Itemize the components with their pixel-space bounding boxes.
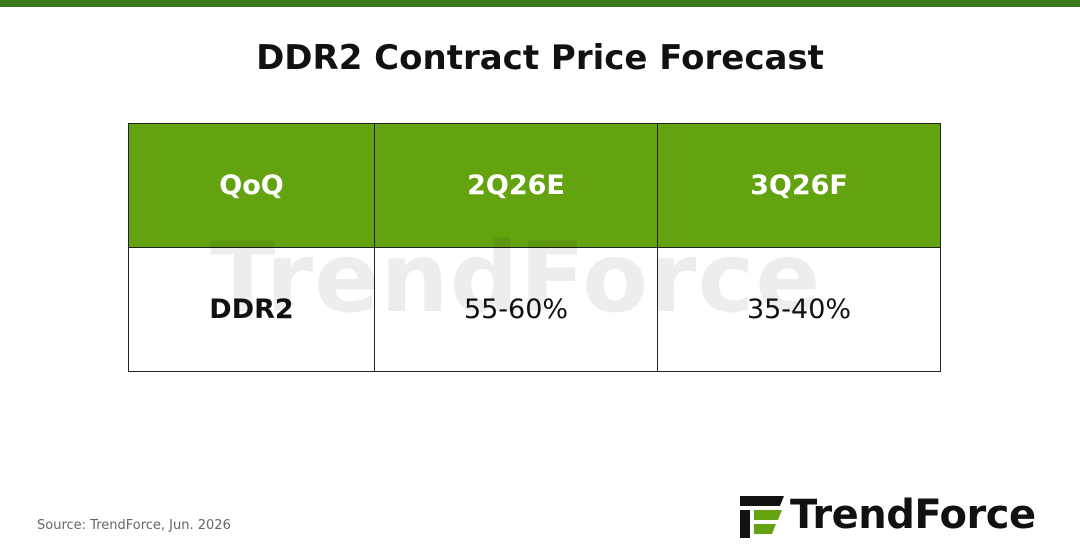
top-bar xyxy=(0,0,1080,7)
header-row: QoQ 2Q26E 3Q26F xyxy=(128,123,941,248)
title: DDR2 Contract Price Forecast xyxy=(256,38,824,78)
header-cell: QoQ xyxy=(128,123,375,248)
logo-icon xyxy=(740,496,784,538)
cell: 35-40% xyxy=(657,247,941,372)
data-row: DDR2 55-60% 35-40% xyxy=(128,247,941,372)
source: Source: TrendForce, Jun. 2026 xyxy=(37,518,231,533)
cell: 55-60% xyxy=(374,247,658,372)
logo-text: TrendForce xyxy=(790,492,1036,538)
forecast-table: QoQ 2Q26E 3Q26F DDR2 55-60% 35-40% xyxy=(128,123,941,372)
header-cell: 2Q26E xyxy=(374,123,658,248)
row-header: DDR2 xyxy=(128,247,375,372)
header-cell: 3Q26F xyxy=(657,123,941,248)
